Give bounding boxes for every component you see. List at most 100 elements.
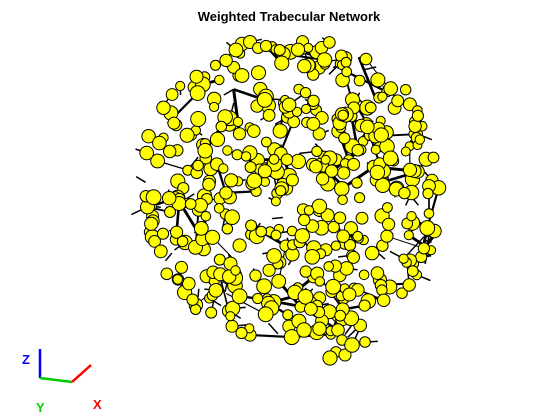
network-node xyxy=(359,52,373,66)
network-node xyxy=(414,134,425,145)
network-node xyxy=(202,177,216,192)
network-node xyxy=(358,269,370,281)
network-node xyxy=(304,302,318,316)
network-edge xyxy=(346,70,388,93)
network-node xyxy=(156,227,170,240)
network-node xyxy=(228,42,244,58)
network-node xyxy=(291,106,303,118)
network-node xyxy=(382,217,396,231)
network-node xyxy=(273,44,286,56)
network-node xyxy=(170,225,184,239)
network-node xyxy=(164,206,176,218)
network-node xyxy=(304,248,321,265)
network-node xyxy=(232,116,244,128)
network-nodes xyxy=(139,35,447,366)
network-node xyxy=(303,205,315,216)
network-node xyxy=(165,88,179,101)
network-node xyxy=(256,92,273,108)
network-node xyxy=(334,309,347,322)
network-edge xyxy=(197,288,200,297)
network-node xyxy=(252,292,264,305)
network-node xyxy=(274,55,290,71)
network-node xyxy=(353,74,366,87)
network-node xyxy=(205,306,218,319)
network-edge xyxy=(267,322,279,335)
network-node xyxy=(402,278,416,292)
network-node xyxy=(141,129,156,144)
network-node xyxy=(163,144,177,159)
network-node xyxy=(290,42,306,57)
network-node xyxy=(355,211,369,225)
network-node xyxy=(309,159,323,174)
network-node xyxy=(296,322,312,338)
network-node xyxy=(347,250,360,264)
network-node xyxy=(382,202,393,213)
network-node xyxy=(373,127,389,143)
network-node xyxy=(422,187,434,200)
network-node xyxy=(224,173,239,188)
network-node xyxy=(156,100,171,116)
network-node xyxy=(234,68,250,83)
network-node xyxy=(152,135,167,151)
network-node xyxy=(184,198,197,210)
network-node xyxy=(400,84,412,96)
network-node xyxy=(214,74,225,86)
network-node xyxy=(240,151,252,162)
network-node xyxy=(235,326,248,340)
network-node xyxy=(259,39,273,53)
network-node xyxy=(299,87,312,99)
network-node xyxy=(383,81,399,96)
z-axis-label: Z xyxy=(22,352,30,367)
network-node xyxy=(224,209,240,225)
network-node xyxy=(417,242,430,255)
network-node xyxy=(257,306,274,323)
network-node xyxy=(219,53,233,68)
network-node xyxy=(311,198,328,215)
network-node xyxy=(398,186,411,200)
network-node xyxy=(341,66,353,78)
network-node xyxy=(330,240,342,251)
network-node xyxy=(261,136,272,148)
network-node xyxy=(271,273,287,289)
network-node xyxy=(375,177,391,194)
network-node xyxy=(282,309,294,321)
network-node xyxy=(337,109,349,121)
network-node xyxy=(281,97,297,113)
network-node xyxy=(270,229,282,241)
network-node xyxy=(396,287,408,300)
network-node xyxy=(175,260,188,274)
network-node xyxy=(354,192,366,204)
network-node xyxy=(322,350,338,366)
network-node xyxy=(312,127,326,141)
network-node xyxy=(298,213,311,227)
network-node xyxy=(336,229,351,243)
network-node xyxy=(144,216,159,231)
network-node xyxy=(323,36,336,49)
network-node xyxy=(403,230,414,241)
network-node xyxy=(327,220,340,234)
x-axis-line xyxy=(71,364,92,383)
network-node xyxy=(427,151,440,164)
network-node xyxy=(204,229,221,245)
network-node xyxy=(162,191,177,206)
figure-title: Weighted Trabecular Network xyxy=(197,9,381,24)
network-node xyxy=(218,163,229,174)
network-node xyxy=(280,153,294,166)
y-axis-line xyxy=(39,376,73,384)
network-node xyxy=(400,146,411,157)
network-node xyxy=(377,91,388,102)
network-node xyxy=(301,103,312,115)
network-node xyxy=(257,164,272,179)
network-node xyxy=(150,153,166,169)
network-node xyxy=(255,225,268,238)
network-node xyxy=(230,265,241,276)
network-node xyxy=(411,109,424,122)
network-node xyxy=(189,69,204,84)
network-node xyxy=(247,124,261,138)
network-node xyxy=(377,293,391,307)
network-edge xyxy=(164,252,173,262)
network-node xyxy=(358,299,371,312)
network-node xyxy=(325,278,342,295)
